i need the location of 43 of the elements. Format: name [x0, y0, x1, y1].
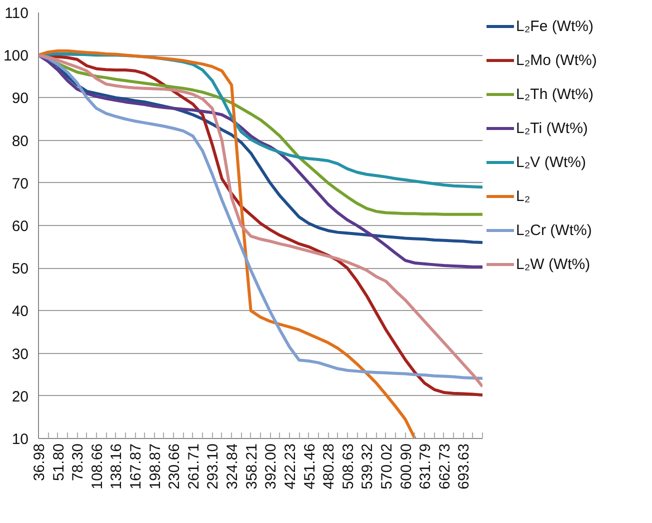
legend-label: L₂	[516, 188, 532, 204]
x-tick-label: 78.30	[70, 443, 87, 482]
y-tick-label: 70	[12, 175, 29, 192]
x-tick-label: 36.98	[31, 443, 48, 482]
x-tick-label: 422.23	[282, 443, 299, 490]
legend-label: L₂Fe (Wt%)	[516, 18, 594, 34]
x-tick-label: 198.87	[146, 443, 164, 490]
x-tick-label: 508.63	[340, 443, 357, 490]
y-tick-label: 40	[12, 303, 29, 320]
y-tick-label: 50	[12, 260, 29, 278]
x-tick-label: 480.28	[320, 443, 338, 490]
x-tick-label: 51.80	[50, 443, 68, 482]
x-tick-label: 570.02	[378, 443, 396, 490]
x-tick-label: 293.10	[204, 443, 222, 490]
y-tick-label: 90	[12, 90, 29, 108]
x-tick-label: 662.73	[436, 443, 454, 490]
legend-label: L₂W (Wt%)	[516, 256, 590, 272]
legend-label: L₂Mo (Wt%)	[516, 52, 597, 68]
x-tick-label: 324.84	[224, 443, 242, 490]
x-tick-label: 539.32	[359, 443, 376, 490]
x-tick-label: 230.66	[166, 443, 184, 490]
x-tick-label: 451.46	[301, 443, 318, 490]
x-tick-label: 392.00	[262, 443, 280, 490]
y-tick-label: 60	[12, 218, 29, 235]
y-tick-label: 30	[12, 346, 29, 363]
x-tick-label: 167.87	[128, 443, 145, 490]
y-tick-label: 80	[12, 132, 29, 150]
x-tick-label: 108.66	[88, 443, 106, 490]
legend-label: L₂Ti (Wt%)	[516, 120, 588, 136]
y-tick-label: 20	[12, 388, 29, 406]
x-tick-label: 358.21	[243, 443, 260, 490]
legend-label: L₂Th (Wt%)	[516, 86, 594, 102]
x-tick-label: 138.16	[108, 443, 126, 490]
y-tick-label: 110	[4, 5, 29, 22]
x-tick-label: 261.71	[185, 443, 202, 490]
legend-label: L₂V (Wt%)	[516, 154, 586, 170]
line-series	[38, 49, 416, 438]
y-tick-label: 10	[12, 431, 29, 448]
x-tick-label: 693.63	[456, 443, 473, 490]
y-tick-label: 100	[3, 48, 29, 65]
x-tick-label: 631.79	[417, 443, 434, 490]
legend-label: L₂Cr (Wt%)	[516, 222, 592, 238]
x-tick-label: 600.90	[398, 443, 415, 490]
